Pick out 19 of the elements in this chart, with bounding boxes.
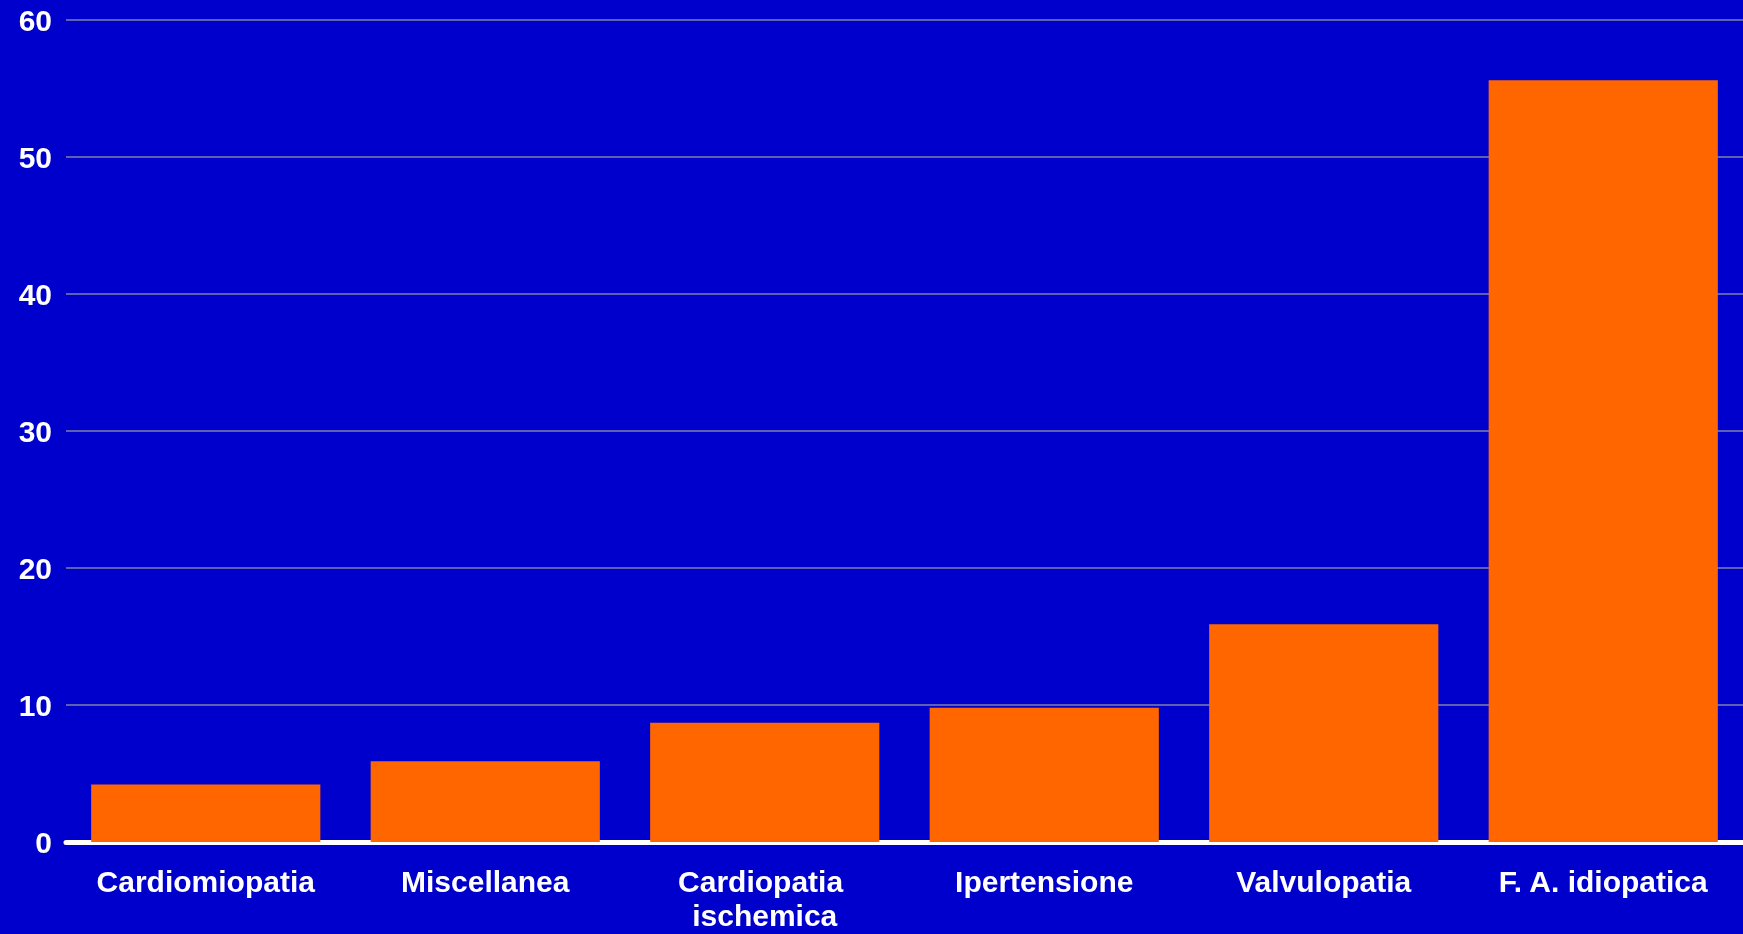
bar bbox=[91, 784, 321, 842]
y-tick-label: 10 bbox=[18, 688, 52, 722]
y-tick-label: 60 bbox=[18, 3, 52, 37]
bar bbox=[929, 707, 1159, 842]
x-tick-label: Cardiomiopatia bbox=[96, 864, 316, 898]
y-tick-label: 40 bbox=[18, 277, 52, 311]
y-tick-label: 30 bbox=[18, 414, 52, 448]
bar bbox=[650, 722, 880, 842]
x-tick-label: Ipertensione bbox=[955, 864, 1134, 898]
y-tick-label: 20 bbox=[18, 551, 52, 585]
y-tick-label: 50 bbox=[18, 140, 52, 174]
x-tick-label: F. A. idiopatica bbox=[1498, 864, 1709, 898]
bar bbox=[1488, 80, 1718, 842]
x-tick-label: Cardiopatia ischemica bbox=[678, 864, 852, 932]
x-tick-label: Valvulopatia bbox=[1236, 864, 1412, 898]
y-tick-label: 0 bbox=[35, 825, 52, 859]
x-tick-label: Miscellanea bbox=[401, 864, 570, 898]
bar bbox=[1209, 624, 1439, 842]
bar bbox=[370, 761, 600, 842]
